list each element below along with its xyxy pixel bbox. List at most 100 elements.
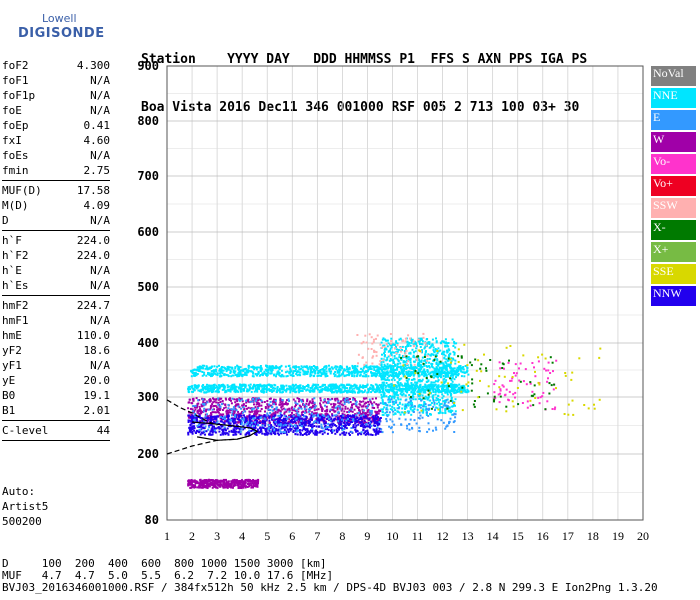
echo-point: [246, 415, 249, 418]
echo-point: [196, 429, 198, 432]
echo-point: [445, 372, 448, 375]
echo-point: [191, 408, 194, 411]
echo-point: [211, 484, 214, 487]
echo-point: [215, 406, 218, 409]
echo-point: [419, 343, 421, 346]
echo-point: [456, 390, 459, 393]
echo-point: [299, 371, 302, 374]
echo-point: [450, 409, 453, 412]
echo-point: [449, 391, 451, 394]
echo-point: [276, 372, 279, 375]
echo-point: [422, 391, 425, 394]
echo-point: [272, 365, 275, 368]
echo-point: [406, 345, 408, 348]
echo-point: [341, 386, 344, 389]
echo-point: [378, 419, 381, 422]
echo-point: [251, 366, 254, 369]
echo-point: [414, 389, 417, 392]
echo-point: [419, 346, 422, 348]
echo-point: [234, 370, 237, 373]
echo-point: [304, 418, 307, 421]
echo-point: [318, 389, 321, 392]
echo-point: [304, 432, 307, 435]
echo-point: [352, 424, 355, 427]
echo-point: [213, 479, 216, 482]
echo-point: [238, 387, 241, 390]
echo-point: [299, 374, 302, 377]
echo-point: [282, 407, 285, 410]
echo-point: [401, 368, 404, 371]
echo-point: [338, 417, 341, 420]
echo-point: [299, 431, 301, 434]
echo-point: [406, 364, 409, 367]
echo-point: [191, 417, 194, 419]
echo-point: [343, 368, 346, 371]
echo-point: [458, 387, 461, 390]
echo-point: [433, 371, 436, 374]
parameter-value: N/A: [90, 214, 110, 227]
echo-point: [364, 431, 367, 434]
echo-point: [333, 403, 336, 406]
echo-point: [434, 391, 437, 394]
echo-point: [424, 391, 427, 394]
header-label-pps: PPS: [508, 52, 533, 67]
echo-point: [263, 419, 266, 422]
echo-point: [431, 344, 434, 347]
echo-point: [256, 406, 259, 409]
echo-point: [274, 403, 277, 406]
echo-point: [372, 386, 375, 389]
echo-point: [230, 386, 233, 389]
echo-point: [191, 415, 194, 418]
echo-point: [444, 391, 447, 394]
echo-point: [337, 390, 340, 393]
echo-point: [307, 403, 310, 406]
echo-point: [242, 389, 245, 392]
parameter-name: fxI: [2, 134, 22, 147]
echo-point: [231, 479, 234, 482]
echo-point: [367, 366, 369, 369]
echo-point: [264, 410, 266, 413]
echo-point: [255, 434, 258, 436]
echo-point: [389, 399, 392, 401]
echo-point: [239, 366, 242, 369]
echo-point: [258, 366, 261, 369]
echo-point: [317, 371, 320, 374]
echo-point: [203, 427, 206, 430]
echo-point: [200, 405, 203, 408]
echo-point: [231, 383, 234, 386]
echo-point: [383, 392, 386, 395]
echo-point: [305, 372, 308, 375]
echo-point: [289, 368, 292, 371]
echo-point: [286, 399, 288, 402]
echo-point: [423, 401, 426, 404]
parameter-row: yE 20.0: [2, 373, 110, 388]
echo-point: [463, 386, 466, 389]
echo-point: [236, 375, 239, 378]
echo-point: [407, 373, 410, 376]
echo-point: [357, 423, 360, 426]
echo-point: [257, 403, 260, 406]
echo-point: [432, 386, 435, 389]
echo-point: [398, 383, 401, 386]
echo-point: [333, 410, 336, 413]
echo-point: [261, 432, 264, 435]
echo-point: [430, 383, 433, 386]
echo-point: [401, 372, 404, 375]
echo-point: [298, 404, 301, 407]
x-tick-label: 6: [289, 529, 295, 543]
echo-point: [396, 407, 399, 410]
echo-point: [312, 402, 315, 405]
echo-point: [342, 416, 345, 419]
echo-point: [227, 483, 230, 485]
echo-point: [257, 482, 259, 484]
echo-point: [346, 368, 348, 371]
echo-point: [270, 389, 273, 391]
echo-point: [349, 408, 352, 411]
parameter-value: 224.0: [76, 249, 110, 262]
echo-point: [199, 367, 202, 370]
echo-point: [319, 369, 322, 371]
echo-point: [213, 365, 216, 368]
echo-point: [432, 373, 435, 376]
echo-point: [225, 368, 227, 371]
echo-point: [331, 397, 334, 400]
